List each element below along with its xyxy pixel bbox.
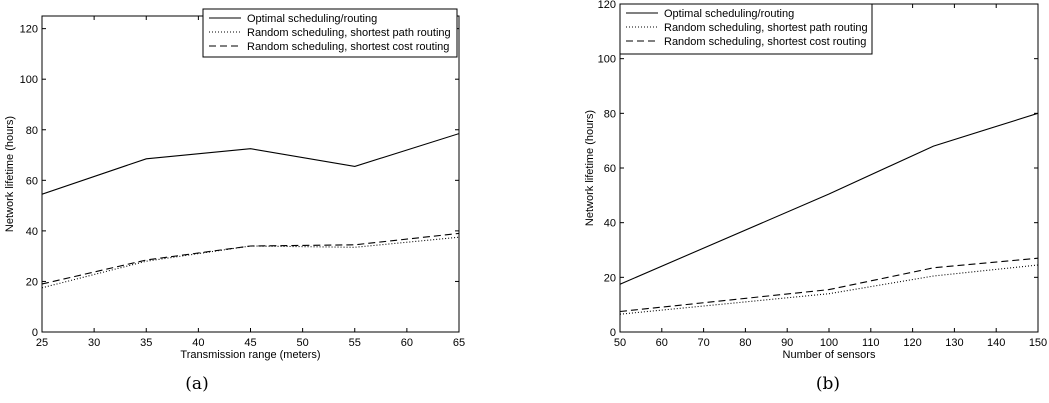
- x-tick-label: 70: [697, 337, 709, 349]
- legend-entry: Random scheduling, shortest path routing: [664, 22, 868, 34]
- legend-entry: Random scheduling, shortest path routing: [247, 27, 451, 39]
- x-tick-label: 90: [781, 337, 793, 349]
- series-line-dashed: [620, 257, 1038, 313]
- x-tick-label: 150: [1029, 337, 1047, 349]
- series-line-solid: [620, 112, 1038, 285]
- y-tick-label: 0: [32, 327, 38, 339]
- y-tick-label: 40: [604, 218, 616, 230]
- x-axis-label: Transmission range (meters): [180, 349, 320, 361]
- y-tick-label: 80: [604, 108, 616, 120]
- x-tick-label: 80: [739, 337, 751, 349]
- legend-entry: Optimal scheduling/routing: [247, 13, 377, 25]
- y-tick-label: 20: [26, 276, 38, 288]
- x-tick-label: 45: [244, 337, 256, 349]
- x-tick-label: 50: [297, 337, 309, 349]
- y-tick-label: 40: [26, 226, 38, 238]
- x-tick-label: 50: [614, 337, 626, 349]
- figure-caption: (b): [816, 374, 840, 394]
- x-axis-label: Number of sensors: [783, 349, 876, 361]
- y-tick-label: 80: [26, 125, 38, 137]
- x-tick-label: 40: [192, 337, 204, 349]
- x-tick-label: 30: [88, 337, 100, 349]
- y-axis-label: Network lifetime (hours): [4, 116, 16, 232]
- series-line-solid: [42, 133, 459, 195]
- x-tick-label: 60: [401, 337, 413, 349]
- y-tick-label: 120: [598, 0, 616, 11]
- legend-box: [619, 3, 873, 55]
- y-axis-label: Network lifetime (hours): [584, 110, 596, 226]
- y-tick-label: 60: [26, 175, 38, 187]
- y-tick-label: 100: [20, 74, 38, 86]
- x-tick-label: 55: [349, 337, 361, 349]
- y-tick-label: 100: [598, 54, 616, 66]
- legend-box: [202, 8, 458, 58]
- x-tick-label: 35: [140, 337, 152, 349]
- figure-caption: (a): [185, 374, 208, 394]
- legend-entry: Random scheduling, shortest cost routing: [664, 36, 866, 48]
- series-line-dotted: [620, 264, 1038, 315]
- x-tick-label: 120: [903, 337, 921, 349]
- x-tick-label: 140: [987, 337, 1005, 349]
- series-line-dashed: [42, 232, 459, 285]
- series-line-dotted: [42, 236, 459, 289]
- x-tick-label: 110: [862, 337, 880, 349]
- x-tick-label: 65: [453, 337, 465, 349]
- legend-entry: Optimal scheduling/routing: [664, 8, 794, 20]
- x-tick-label: 100: [820, 337, 838, 349]
- x-tick-label: 60: [656, 337, 668, 349]
- y-tick-label: 0: [610, 327, 616, 339]
- x-tick-label: 130: [945, 337, 963, 349]
- y-tick-label: 60: [604, 163, 616, 175]
- plot-frame: [41, 15, 460, 333]
- x-tick-label: 25: [36, 337, 48, 349]
- y-tick-label: 120: [20, 24, 38, 36]
- y-tick-label: 20: [604, 272, 616, 284]
- chart-b: 50 60 70 80 90 100 110 120 130 140 150 0 20 40 60 80 100…: [584, 0, 1047, 394]
- legend-entry: Random scheduling, shortest cost routing: [247, 41, 449, 53]
- chart-a: 25 30 35 40 45 50 55 60 65 0 20 40 60 80 100 120 Transmi…: [4, 8, 465, 394]
